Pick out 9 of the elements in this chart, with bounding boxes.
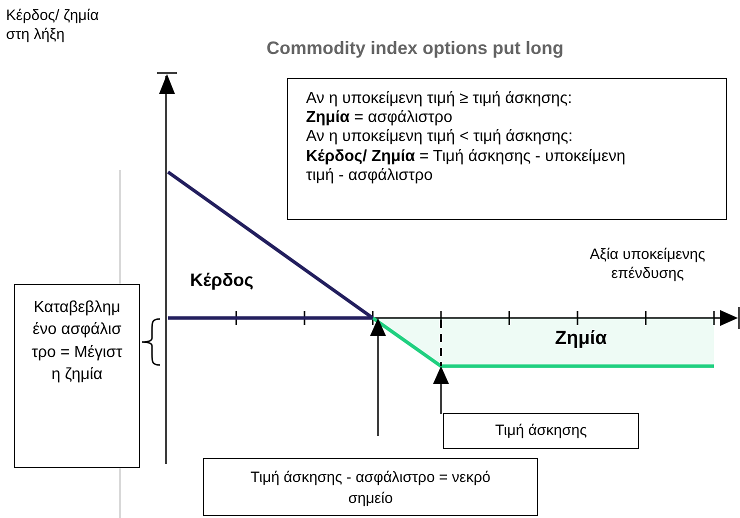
chart-title: Commodity index options put long [266, 38, 564, 59]
text: Τιμή άσκησης [443, 413, 639, 449]
annotation: Αν η υποκείμενη τιμή ≥ τιμή άσκησης: Ζημία = ασφάλιστρο Αν η υποκείμενη τιμή < τιμή άσκησης: Κέρδος/ Ζημία = Τιμή άσκησης - υποκείμενη τιμή - ασφάλιστρο [306, 89, 626, 185]
text: Κέρδος/ ζημία στη λήξη [6, 7, 100, 44]
text: Καταβεβλημένο ασφάλιστρο = Μέγιστη ζημία [14, 284, 140, 468]
x-axis-title: Αξία υποκείμενης επένδυσης [570, 246, 725, 284]
text: Τιμή άσκησης - ασφάλιστρο = νεκρό σημείο [203, 458, 538, 516]
annotation: Ζημία [555, 328, 607, 350]
annotation: Κέρδος [190, 270, 254, 291]
